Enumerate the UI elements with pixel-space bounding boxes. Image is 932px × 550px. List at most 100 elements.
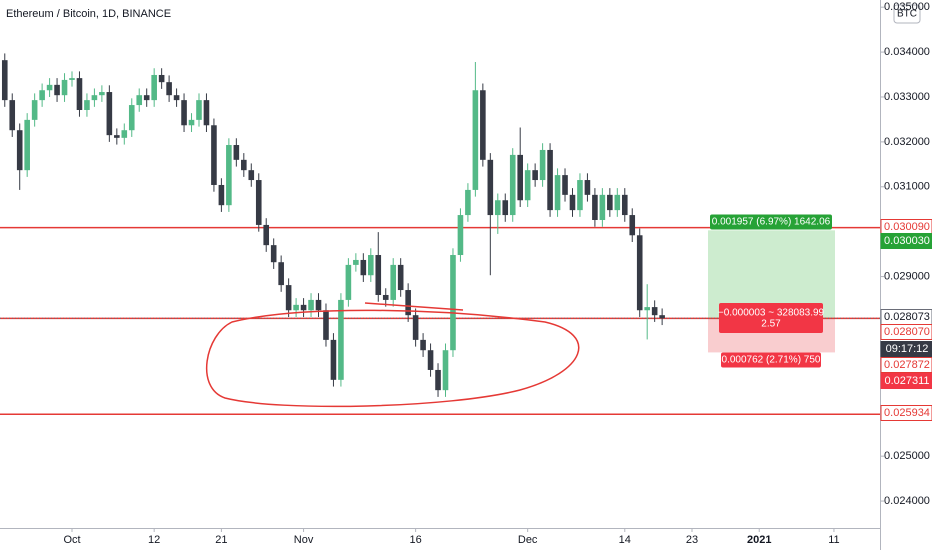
- candle-body: [121, 130, 128, 138]
- candle-body: [472, 90, 479, 190]
- candle-body: [651, 307, 658, 316]
- candle-body: [599, 194, 606, 220]
- candle-body: [218, 184, 225, 206]
- candle-body: [345, 264, 352, 300]
- y-tick-label: 0.033000: [884, 91, 930, 103]
- candle-body: [270, 245, 277, 263]
- candle-body: [368, 255, 374, 276]
- candle-body: [16, 130, 23, 171]
- stats-text: −0.000003 ~ 328083.99: [718, 308, 825, 319]
- target-badge: 0.030030: [884, 235, 930, 247]
- level-badge: 0.030090: [884, 221, 930, 233]
- candle-body: [233, 145, 240, 160]
- candle-body: [248, 170, 255, 181]
- candle-body: [9, 100, 16, 131]
- price-badge: 0.028073: [884, 311, 930, 323]
- candle-body: [91, 95, 98, 101]
- stop-text: 0.000762 (2.71%) 750: [722, 355, 821, 366]
- candle-body: [293, 304, 299, 311]
- candle-body: [308, 299, 314, 311]
- candle-body: [412, 315, 419, 340]
- candle-body: [569, 194, 576, 211]
- candle-body: [554, 175, 561, 211]
- y-tick-label: 0.025000: [884, 450, 930, 462]
- candle-body: [397, 264, 404, 291]
- candle-body: [46, 84, 53, 91]
- y-tick-label: 0.031000: [884, 181, 930, 193]
- candle-body: [166, 82, 172, 96]
- candle-body: [338, 299, 344, 380]
- currency-badge: [893, 4, 921, 24]
- marker-badge: 0.027872: [884, 359, 930, 371]
- candle-body: [114, 135, 120, 138]
- candle-body: [315, 299, 322, 311]
- currency-label: BTC: [897, 9, 917, 20]
- candle-body: [330, 339, 337, 380]
- candle-body: [285, 285, 292, 311]
- candle-body: [539, 149, 546, 181]
- level-badge: 0.025934: [884, 407, 930, 419]
- candle-body: [128, 105, 135, 131]
- candle-body: [427, 350, 434, 370]
- countdown-badge: 09:17:12: [886, 343, 929, 355]
- candle-body: [181, 100, 187, 126]
- candle-body: [76, 78, 83, 110]
- candle-body: [420, 339, 426, 351]
- candle-body: [480, 90, 486, 160]
- x-tick-label: 11: [828, 534, 839, 546]
- stop-badge-bg: [880, 373, 932, 389]
- stop-text-bg: [721, 352, 821, 368]
- candle-body: [509, 154, 516, 216]
- candle-body: [1, 60, 8, 101]
- candle-body: [502, 200, 509, 216]
- candle-body: [584, 180, 591, 195]
- candle-body: [99, 92, 105, 96]
- target-text: 0.001957 (6.97%) 1642.06: [712, 217, 831, 228]
- candle-body: [323, 310, 329, 340]
- y-tick-label: 0.024000: [884, 495, 930, 507]
- candle-body: [196, 100, 202, 120]
- x-tick-label: Nov: [294, 534, 314, 546]
- candle-body: [405, 290, 411, 316]
- level-badge: 0.028070: [884, 326, 930, 338]
- candle-body: [84, 100, 90, 110]
- x-tick-label: 2021: [747, 534, 771, 546]
- candle-body: [465, 189, 471, 216]
- x-tick-label: 14: [619, 534, 631, 546]
- x-tick-label: 21: [215, 534, 227, 546]
- stats-text-bg: [719, 303, 823, 333]
- y-tick-label: 0.035000: [884, 1, 930, 13]
- drawn-ellipse: [205, 309, 580, 408]
- drawn-trendline: [364, 302, 464, 311]
- candle-body: [614, 194, 621, 211]
- x-tick-label: 16: [409, 534, 421, 546]
- candle-body: [158, 74, 165, 83]
- target-text-bg: [710, 214, 832, 230]
- candle-body: [659, 315, 665, 319]
- candle-body: [39, 90, 45, 101]
- candle-body: [644, 307, 650, 311]
- candle-body: [450, 255, 456, 351]
- target-badge-bg: [880, 233, 932, 249]
- candle-body: [607, 194, 613, 211]
- candle-body: [375, 255, 382, 295]
- candle-body: [360, 259, 367, 276]
- level-badge-bg: [880, 405, 932, 421]
- candle-body: [61, 79, 68, 96]
- candle-body: [69, 78, 75, 80]
- x-tick-label: 12: [148, 534, 160, 546]
- candle-body: [241, 159, 247, 171]
- candle-body: [382, 294, 389, 300]
- candle-body: [524, 170, 531, 201]
- candle-body: [353, 259, 359, 265]
- candle-body: [255, 180, 262, 225]
- candle-body: [457, 215, 464, 256]
- stop-badge: 0.027311: [884, 375, 929, 387]
- candle-body: [390, 264, 397, 300]
- candle-body: [203, 100, 210, 126]
- candle-body: [173, 95, 180, 101]
- candle-body: [226, 145, 232, 206]
- candle-body: [517, 154, 523, 201]
